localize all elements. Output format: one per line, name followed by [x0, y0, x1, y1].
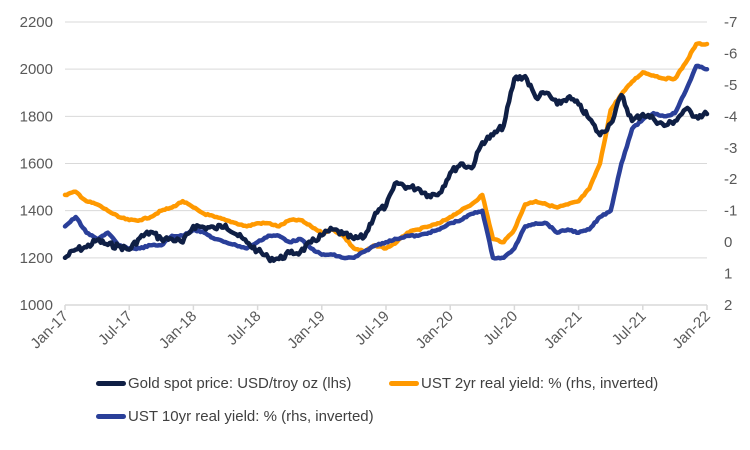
left-y-tick-label: 2000	[20, 61, 53, 78]
right-y-tick-label: 0	[724, 234, 732, 251]
right-y-tick-label: -7	[724, 14, 737, 31]
gridlines	[65, 21, 707, 259]
left-axis-tick-labels: 1000 1200 1400 1600 1800 2000 2200	[20, 14, 53, 314]
legend-swatch-ust-2yr	[389, 381, 419, 386]
x-tick-label: Jul-21	[609, 308, 650, 349]
series-lines	[62, 41, 710, 264]
axes	[64, 304, 708, 310]
x-tick-label: Jul-19	[352, 308, 393, 349]
legend-label-ust-10yr: UST 10yr real yield: % (rhs, inverted)	[128, 408, 374, 425]
right-y-tick-label: -5	[724, 77, 737, 94]
gold-price-line	[62, 73, 710, 264]
x-tick-label: Jan-17	[27, 308, 71, 352]
x-tick-label: Jan-19	[284, 308, 328, 352]
right-y-tick-label: -2	[724, 171, 737, 188]
right-y-tick-label: -4	[724, 108, 737, 125]
right-axis-tick-labels: -7 -6 -5 -4 -3 -2 -1 0 1 2	[724, 14, 737, 314]
right-y-tick-label: -3	[724, 140, 737, 157]
x-tick-label: Jan-18	[156, 308, 200, 352]
legend-swatch-gold	[96, 381, 126, 386]
left-y-tick-label: 1000	[20, 297, 53, 314]
x-tick-label: Jul-17	[95, 308, 136, 349]
x-axis-tick-labels: Jan-17 Jul-17 Jan-18 Jul-18 Jan-19 Jul-19 Jan-…	[27, 308, 713, 352]
x-tick-label: Jul-18	[224, 308, 265, 349]
legend-label-gold: Gold spot price: USD/troy oz (lhs)	[128, 375, 352, 392]
legend-item-ust-10yr[interactable]: UST 10yr real yield: % (rhs, inverted)	[96, 408, 374, 425]
x-tick-label: Jan-22	[669, 308, 713, 352]
legend-label-ust-2yr: UST 2yr real yield: % (rhs, inverted)	[421, 375, 659, 392]
ust-10yr-line	[62, 63, 710, 261]
right-y-tick-label: 2	[724, 297, 732, 314]
x-tick-label: Jan-20	[413, 308, 457, 352]
left-y-tick-label: 2200	[20, 14, 53, 31]
right-y-tick-label: -1	[724, 203, 737, 220]
legend-swatch-ust-10yr	[96, 414, 126, 419]
legend-item-gold[interactable]: Gold spot price: USD/troy oz (lhs)	[96, 375, 351, 392]
x-tick-label: Jul-20	[480, 308, 521, 349]
left-y-tick-label: 1600	[20, 156, 53, 173]
ust-2yr-line	[62, 41, 710, 254]
left-y-tick-label: 1400	[20, 203, 53, 220]
legend-item-ust-2yr[interactable]: UST 2yr real yield: % (rhs, inverted)	[389, 375, 658, 392]
left-y-tick-label: 1800	[20, 108, 53, 125]
left-y-tick-label: 1200	[20, 250, 53, 267]
right-y-tick-label: -6	[724, 45, 737, 62]
x-tick-label: Jan-21	[541, 308, 585, 352]
right-y-tick-label: 1	[724, 266, 732, 283]
